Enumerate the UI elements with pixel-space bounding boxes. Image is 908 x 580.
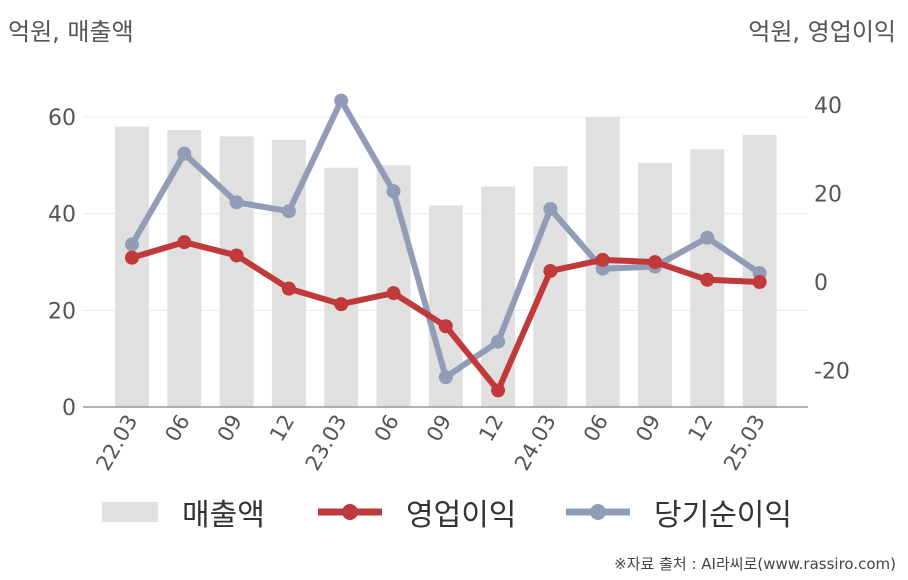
point-net xyxy=(543,201,558,216)
x-tick-label: 09 xyxy=(422,411,456,446)
point-operating xyxy=(700,272,715,287)
point-operating xyxy=(648,255,662,270)
left-axis-unit: 억원, 매출액 xyxy=(8,18,134,46)
bar-revenue xyxy=(219,136,254,408)
point-net xyxy=(700,230,715,245)
bar-revenue xyxy=(324,167,359,407)
x-tick-label: 23.03 xyxy=(301,411,352,475)
x-tick-label: 12 xyxy=(265,411,299,446)
point-operating xyxy=(177,235,192,250)
point-operating xyxy=(281,281,296,296)
point-operating xyxy=(543,263,558,278)
left-tick-label: 40 xyxy=(48,203,76,228)
x-tick-label: 22.03 xyxy=(91,411,142,475)
legend-swatch-net xyxy=(566,504,630,520)
legend-item-net: 당기순이익 xyxy=(566,490,792,534)
right-tick-label: 0 xyxy=(814,271,828,296)
point-operating xyxy=(595,252,610,267)
point-operating xyxy=(334,297,349,312)
legend-swatch-operating xyxy=(318,504,382,520)
legend-label-operating: 영업이익 xyxy=(406,498,517,533)
point-operating xyxy=(386,286,401,301)
left-tick-label: 20 xyxy=(48,299,76,324)
point-net xyxy=(229,195,244,210)
point-operating xyxy=(752,275,767,289)
point-net xyxy=(491,334,506,349)
right-tick-label: 40 xyxy=(814,94,842,119)
x-tick-label: 12 xyxy=(683,411,717,446)
x-tick-label: 09 xyxy=(213,411,247,446)
chart-legend: 매출액 영업이익 당기순이익 xyxy=(0,490,908,540)
point-net xyxy=(386,184,401,199)
bar-revenue xyxy=(638,162,672,407)
legend-swatch-revenue xyxy=(102,502,158,522)
x-tick-label: 24.03 xyxy=(510,411,561,475)
legend-item-operating: 영업이익 xyxy=(318,490,516,534)
point-net xyxy=(281,204,296,219)
point-net xyxy=(438,370,453,385)
legend-label-revenue: 매출액 xyxy=(182,498,265,533)
point-net xyxy=(177,146,192,161)
point-net xyxy=(334,93,349,108)
x-tick-label: 06 xyxy=(160,411,194,446)
point-operating xyxy=(438,319,453,334)
point-net xyxy=(125,237,139,252)
right-axis-unit: 억원, 영업이익 xyxy=(748,18,896,46)
source-note: ※자료 출처 : AI라씨로(www.rassiro.com) xyxy=(614,555,896,573)
x-tick-label: 12 xyxy=(474,410,508,445)
legend-item-revenue: 매출액 xyxy=(102,490,265,534)
x-tick-label: 09 xyxy=(631,411,665,446)
right-tick-label: 20 xyxy=(814,183,842,208)
x-tick-label: 06 xyxy=(370,411,404,446)
point-operating xyxy=(229,248,244,263)
x-tick-label: 06 xyxy=(579,411,613,446)
right-tick-label: -20 xyxy=(814,360,850,385)
x-tick-label: 25.03 xyxy=(719,411,770,475)
point-operating xyxy=(125,250,139,265)
left-tick-label: 60 xyxy=(48,106,76,131)
left-tick-label: 0 xyxy=(62,396,76,421)
bar-revenue xyxy=(115,126,149,408)
point-operating xyxy=(491,383,506,398)
legend-label-net: 당기순이익 xyxy=(654,498,792,533)
